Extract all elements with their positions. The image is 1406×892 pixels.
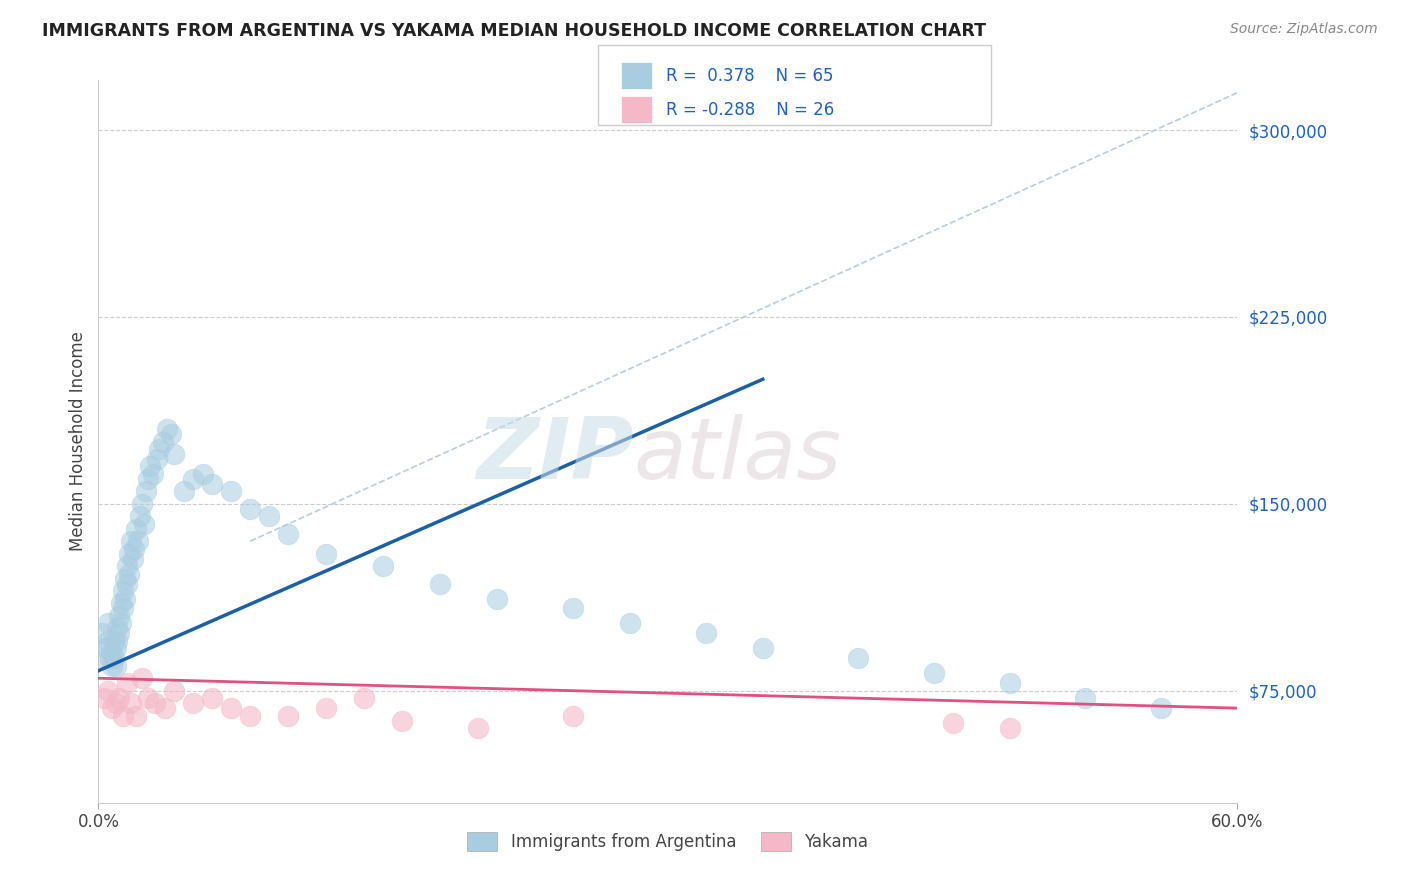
Point (191, 467, 214, 481)
Point (159, 427, 181, 442)
Point (125, 708, 148, 723)
Point (145, 696, 167, 710)
Point (114, 572, 136, 586)
Point (173, 484, 195, 499)
Point (239, 708, 262, 723)
Text: R =  0.378    N = 65: R = 0.378 N = 65 (666, 67, 834, 85)
Text: R = -0.288    N = 26: R = -0.288 N = 26 (666, 101, 835, 119)
Text: IMMIGRANTS FROM ARGENTINA VS YAKAMA MEDIAN HOUSEHOLD INCOME CORRELATION CHART: IMMIGRANTS FROM ARGENTINA VS YAKAMA MEDI… (42, 22, 986, 40)
Legend: Immigrants from Argentina, Yakama: Immigrants from Argentina, Yakama (458, 823, 877, 860)
Point (115, 576, 138, 591)
Point (127, 534, 149, 549)
Point (114, 591, 136, 606)
Point (695, 626, 717, 640)
Point (146, 452, 169, 467)
Point (100, 658, 122, 673)
Point (277, 708, 299, 723)
Point (103, 651, 125, 665)
Point (142, 467, 165, 481)
Point (562, 601, 585, 615)
Point (125, 522, 148, 536)
Point (120, 534, 142, 549)
Point (97, 683, 120, 698)
Point (108, 609, 131, 624)
Point (152, 434, 174, 449)
Point (467, 721, 489, 735)
Point (103, 633, 125, 648)
Point (922, 666, 945, 681)
Point (112, 584, 135, 599)
Point (107, 633, 129, 648)
Point (846, 651, 869, 665)
Point (93, 651, 115, 665)
Point (115, 559, 138, 574)
Point (163, 683, 186, 698)
Point (115, 676, 138, 690)
Y-axis label: Median Household Income: Median Household Income (69, 332, 87, 551)
Point (315, 701, 337, 715)
Point (239, 501, 262, 516)
Point (104, 696, 127, 710)
Point (562, 708, 585, 723)
Point (110, 597, 132, 611)
Point (153, 701, 176, 715)
Point (315, 547, 337, 561)
Point (391, 714, 413, 728)
Point (1150, 701, 1173, 715)
Point (118, 566, 141, 581)
Point (221, 701, 243, 715)
Point (132, 516, 155, 531)
Point (97, 616, 120, 631)
Point (100, 701, 122, 715)
Point (259, 509, 281, 524)
Text: ZIP: ZIP (477, 415, 634, 498)
Point (110, 616, 132, 631)
Point (277, 526, 299, 541)
Point (104, 658, 127, 673)
Point (131, 497, 153, 511)
Point (100, 646, 122, 660)
Point (112, 601, 135, 615)
Point (108, 691, 131, 706)
Point (91, 626, 114, 640)
Point (221, 484, 243, 499)
Point (93, 691, 115, 706)
Point (104, 641, 127, 656)
Point (156, 422, 179, 436)
Point (107, 621, 129, 635)
Point (942, 716, 965, 731)
Point (1074, 691, 1097, 706)
Point (752, 641, 775, 656)
Point (121, 551, 143, 566)
Point (429, 576, 451, 591)
Point (136, 472, 159, 486)
Point (619, 616, 641, 631)
Point (183, 696, 205, 710)
Point (98, 651, 121, 665)
Point (148, 442, 170, 456)
Point (371, 559, 394, 574)
Point (94, 641, 117, 656)
Text: Source: ZipAtlas.com: Source: ZipAtlas.com (1230, 22, 1378, 37)
Point (201, 691, 224, 706)
Point (138, 459, 160, 474)
Point (201, 476, 224, 491)
Point (120, 696, 142, 710)
Point (486, 591, 509, 606)
Text: atlas: atlas (634, 415, 842, 498)
Point (136, 691, 159, 706)
Point (998, 676, 1021, 690)
Point (112, 708, 135, 723)
Point (129, 509, 152, 524)
Point (135, 484, 157, 499)
Point (97, 633, 120, 648)
Point (998, 721, 1021, 735)
Point (108, 626, 131, 640)
Point (353, 691, 375, 706)
Point (118, 547, 141, 561)
Point (131, 671, 153, 685)
Point (183, 472, 205, 486)
Point (124, 541, 146, 556)
Point (163, 447, 186, 461)
